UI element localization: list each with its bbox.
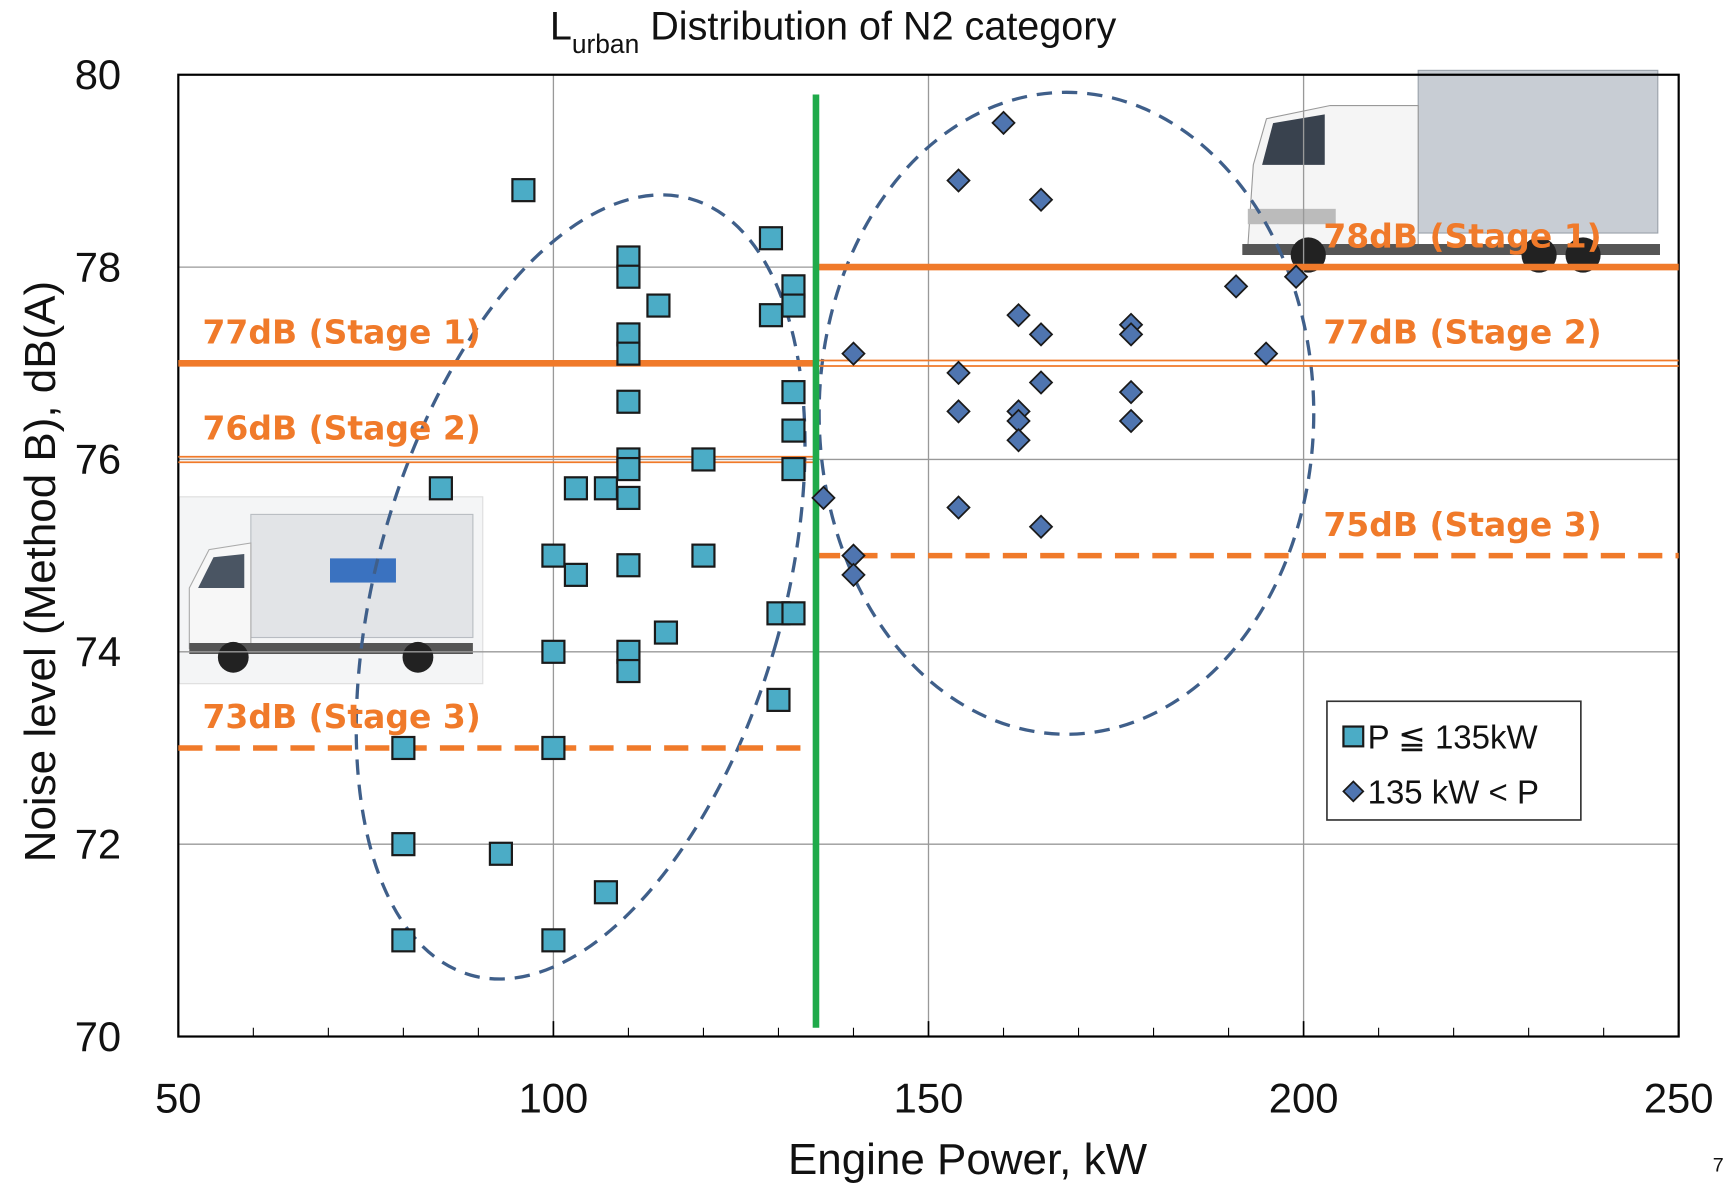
y-tick-label: 70 <box>75 1013 121 1060</box>
limit-label: 73dB (Stage 3) <box>203 697 481 736</box>
data-point <box>842 564 864 586</box>
data-point <box>767 689 789 711</box>
y-tick-label: 76 <box>75 436 121 483</box>
limit-label: 76dB (Stage 2) <box>203 409 481 448</box>
data-point <box>617 487 639 509</box>
x-tick-label: 150 <box>894 1074 964 1121</box>
data-point <box>1030 189 1052 211</box>
data-point <box>595 881 617 903</box>
legend-label: 135 kW < P <box>1368 773 1539 810</box>
title-rest: Distribution of N2 category <box>650 5 1116 49</box>
legend-marker <box>1343 727 1363 747</box>
data-point <box>512 179 534 201</box>
x-tick-label: 250 <box>1644 1074 1714 1121</box>
y-axis-label: Noise level (Method B), dB(A) <box>16 281 65 862</box>
data-point <box>542 929 564 951</box>
x-tick-label: 50 <box>155 1074 201 1121</box>
data-point <box>1008 304 1030 326</box>
limit-label: 78dB (Stage 1) <box>1323 216 1601 255</box>
data-point <box>1030 323 1052 345</box>
y-tick-label: 80 <box>75 51 121 98</box>
x-tick-label: 100 <box>519 1074 589 1121</box>
data-point <box>1030 516 1052 538</box>
data-point <box>617 266 639 288</box>
data-point <box>565 564 587 586</box>
data-point <box>655 622 677 644</box>
limit-label: 77dB (Stage 1) <box>203 312 481 351</box>
data-point <box>617 458 639 480</box>
data-point <box>760 227 782 249</box>
data-point <box>617 343 639 365</box>
data-point <box>948 400 970 422</box>
limit-label: 75dB (Stage 3) <box>1323 505 1601 544</box>
data-point <box>617 391 639 413</box>
page-number: 7 <box>1713 1155 1724 1177</box>
limit-label: 77dB (Stage 2) <box>1323 312 1601 351</box>
data-point <box>948 170 970 192</box>
data-point <box>542 737 564 759</box>
data-point <box>617 660 639 682</box>
data-point <box>692 448 714 470</box>
page: {"chart_data": { "type": "scatter", "tit… <box>0 0 1724 1186</box>
data-point <box>1120 410 1142 432</box>
data-point <box>948 497 970 519</box>
data-point <box>1030 372 1052 394</box>
y-tick-label: 78 <box>75 243 121 290</box>
data-point <box>542 641 564 663</box>
data-point <box>430 477 452 499</box>
data-point <box>782 381 804 403</box>
x-axis-label: Engine Power, kW <box>788 1135 1148 1184</box>
data-point <box>392 737 414 759</box>
x-tick-label: 200 <box>1269 1074 1339 1121</box>
data-point <box>490 843 512 865</box>
data-point <box>542 545 564 567</box>
data-point <box>1225 275 1247 297</box>
y-tick-label: 74 <box>75 628 121 675</box>
data-point <box>647 295 669 317</box>
data-point <box>392 833 414 855</box>
title-subscript: urban <box>572 29 639 59</box>
chart-title: Lurban Distribution of N2 category <box>550 5 1117 59</box>
y-tick-label: 72 <box>75 820 121 867</box>
truck-picture-small <box>179 497 482 684</box>
data-point <box>760 304 782 326</box>
data-point <box>782 458 804 480</box>
data-point <box>392 929 414 951</box>
title-main: L <box>550 5 572 49</box>
data-point <box>782 602 804 624</box>
data-point <box>595 477 617 499</box>
data-point <box>1008 429 1030 451</box>
chart: Lurban Distribution of N2 category Engine… <box>0 0 1724 1186</box>
data-point <box>1120 381 1142 403</box>
data-point <box>993 112 1015 134</box>
data-point <box>782 295 804 317</box>
data-point <box>617 554 639 576</box>
data-point <box>565 477 587 499</box>
legend-label: P ≦ 135kW <box>1368 719 1538 756</box>
data-point <box>692 545 714 567</box>
data-point <box>782 420 804 442</box>
legend: P ≦ 135kW 135 kW < P <box>1327 701 1581 820</box>
